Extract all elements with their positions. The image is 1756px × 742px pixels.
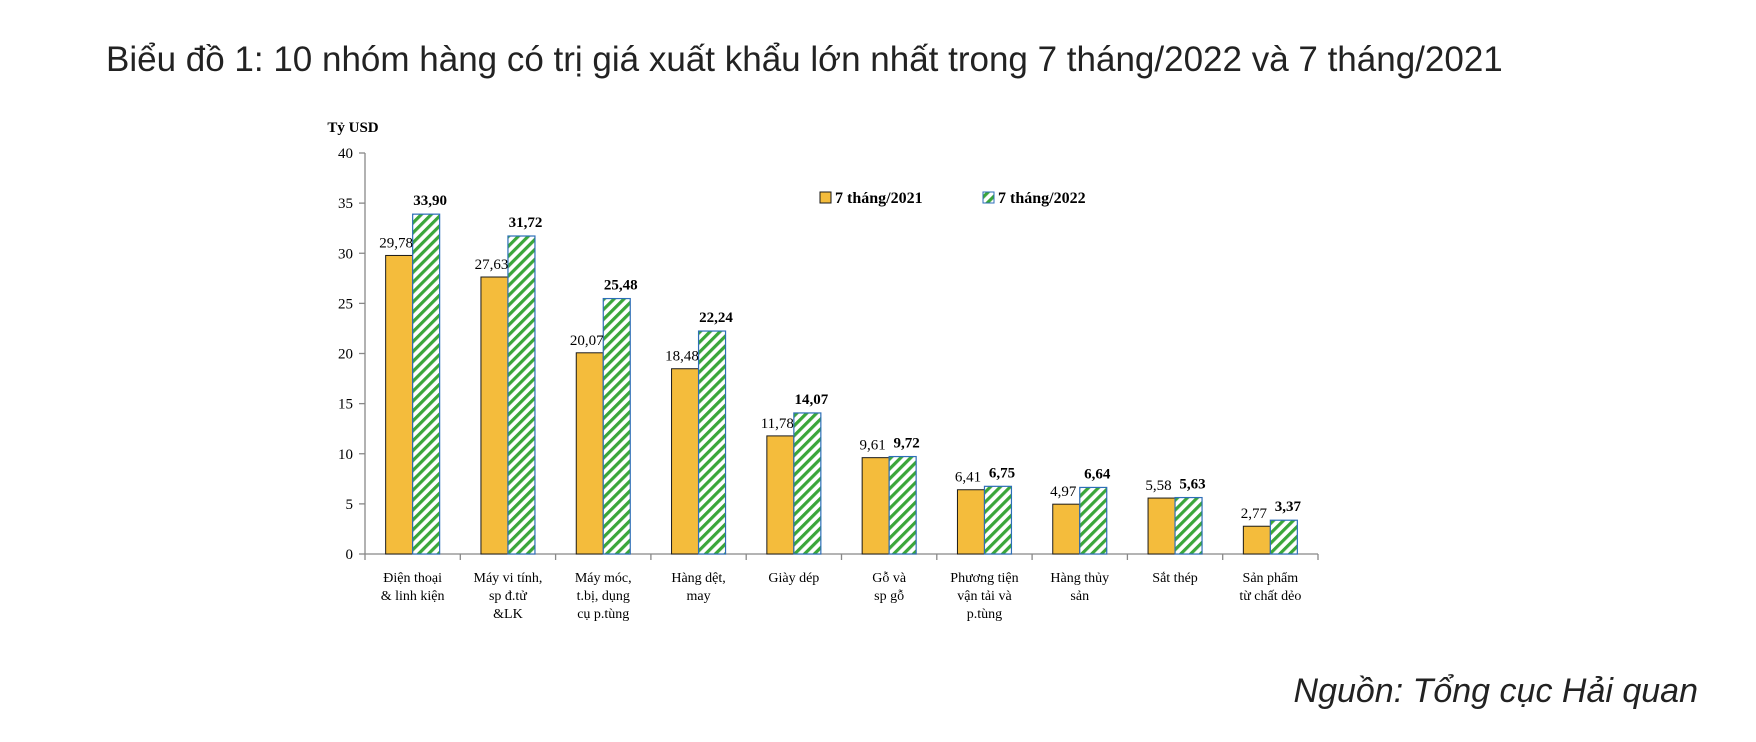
data-label-2021: 2,77 bbox=[1241, 506, 1268, 522]
category-label: Gỗ và bbox=[872, 571, 907, 586]
data-label-2021: 11,78 bbox=[761, 416, 794, 432]
data-label-2022: 25,48 bbox=[604, 278, 638, 294]
category-label: vận tải và bbox=[957, 589, 1012, 604]
data-label-2022: 31,72 bbox=[509, 215, 543, 231]
bar-2022 bbox=[412, 213, 441, 555]
y-tick-label: 25 bbox=[338, 296, 353, 312]
bar-2021 bbox=[861, 457, 890, 555]
bar-2021 bbox=[671, 368, 700, 555]
y-tick-label: 5 bbox=[346, 497, 354, 513]
category-label: cụ p.tùng bbox=[577, 607, 629, 622]
data-label-2021: 27,63 bbox=[475, 257, 509, 273]
legend-label: 7 tháng/2022 bbox=[998, 190, 1086, 207]
y-tick-label: 10 bbox=[338, 447, 353, 463]
y-axis-label: Tỷ USD bbox=[327, 120, 378, 136]
bar-2021 bbox=[385, 254, 414, 555]
category-label: Máy móc, bbox=[575, 571, 632, 586]
category-label: Phương tiện bbox=[950, 571, 1018, 586]
bar-2021 bbox=[480, 276, 509, 555]
data-label-2022: 6,64 bbox=[1084, 466, 1111, 482]
data-label-2021: 29,78 bbox=[379, 235, 413, 251]
category-label: &LK bbox=[493, 607, 523, 622]
data-label-2021: 6,41 bbox=[955, 470, 981, 486]
bar-2022 bbox=[983, 485, 1013, 555]
y-tick-label: 20 bbox=[338, 347, 353, 363]
category-label: sp gỗ bbox=[874, 589, 904, 604]
data-label-2022: 9,72 bbox=[894, 436, 920, 452]
category-label: & linh kiện bbox=[381, 589, 445, 604]
y-tick-label: 15 bbox=[338, 397, 353, 413]
bar-2021 bbox=[956, 489, 985, 555]
y-tick-label: 35 bbox=[338, 196, 353, 212]
data-label-2022: 5,63 bbox=[1179, 477, 1205, 493]
category-label: sản bbox=[1070, 589, 1089, 604]
bar-2022 bbox=[793, 412, 822, 555]
category-label: Giày dép bbox=[768, 571, 819, 586]
bar-2022 bbox=[602, 297, 631, 555]
category-label: Sắt thép bbox=[1152, 571, 1198, 586]
category-label: từ chất dẻo bbox=[1239, 589, 1301, 604]
bar-2021 bbox=[766, 435, 795, 555]
bar-2022 bbox=[507, 235, 536, 555]
bar-2021 bbox=[1147, 497, 1176, 555]
data-label-2022: 33,90 bbox=[413, 193, 447, 209]
bar-2021 bbox=[575, 352, 604, 555]
category-label: Sản phẩm bbox=[1243, 571, 1299, 586]
category-label: p.tùng bbox=[967, 607, 1002, 622]
category-label: Hàng thủy bbox=[1050, 571, 1109, 586]
category-label: Hàng dệt, bbox=[671, 571, 725, 586]
bar-2022 bbox=[1269, 519, 1298, 555]
bar-2022 bbox=[1174, 496, 1203, 555]
bar-2021 bbox=[1052, 503, 1081, 555]
legend-label: 7 tháng/2021 bbox=[835, 190, 923, 207]
bar-2021 bbox=[1242, 525, 1271, 555]
data-label-2022: 14,07 bbox=[794, 392, 828, 408]
y-tick-label: 30 bbox=[338, 246, 353, 262]
bar-2022 bbox=[697, 330, 727, 555]
data-label-2021: 18,48 bbox=[665, 349, 699, 365]
data-label-2022: 22,24 bbox=[699, 310, 733, 326]
data-label-2021: 4,97 bbox=[1050, 484, 1077, 500]
data-label-2022: 3,37 bbox=[1275, 499, 1302, 515]
y-tick-label: 40 bbox=[338, 146, 353, 162]
legend-swatch-2021 bbox=[819, 191, 832, 204]
data-label-2021: 20,07 bbox=[570, 333, 604, 349]
category-label: Máy vi tính, bbox=[474, 571, 543, 586]
data-label-2022: 6,75 bbox=[989, 465, 1015, 481]
legend-swatch-2022 bbox=[982, 191, 995, 204]
category-label: t.bị, dụng bbox=[577, 589, 630, 604]
bar-2022 bbox=[888, 455, 917, 555]
y-tick-label: 0 bbox=[346, 547, 354, 563]
data-label-2021: 5,58 bbox=[1145, 478, 1171, 494]
category-label: sp đ.tử bbox=[489, 589, 527, 604]
source-note: Nguồn: Tổng cục Hải quan bbox=[1293, 672, 1698, 710]
category-label: may bbox=[686, 589, 710, 604]
bar-2022 bbox=[1079, 486, 1108, 555]
data-label-2021: 9,61 bbox=[860, 438, 886, 454]
category-label: Điện thoại bbox=[383, 571, 442, 586]
page-title: Biểu đồ 1: 10 nhóm hàng có trị giá xuất … bbox=[106, 40, 1503, 79]
